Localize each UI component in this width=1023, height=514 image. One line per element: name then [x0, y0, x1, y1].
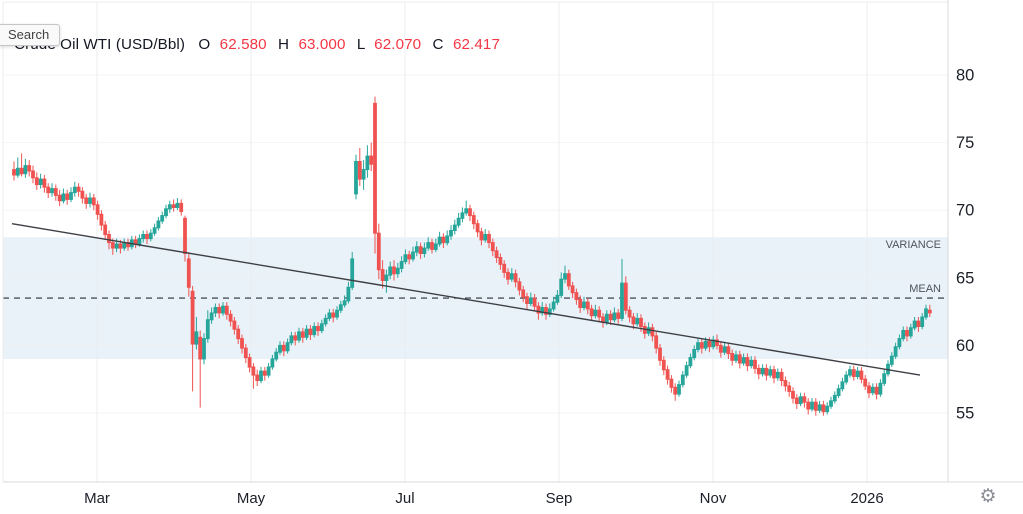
low-value: 62.070	[374, 36, 422, 53]
open-value: 62.580	[219, 36, 267, 53]
price-axis-label: 55	[956, 405, 974, 423]
search-tooltip: Search	[0, 24, 61, 46]
grid	[3, 2, 948, 482]
price-axis-label: 75	[956, 134, 974, 152]
trend-line[interactable]	[11, 223, 921, 376]
high-label: H	[278, 36, 290, 53]
price-axis-label: 65	[956, 269, 974, 287]
band-labels: VARIANCE MEAN	[886, 239, 941, 295]
settings-gear-icon[interactable]: ⚙	[979, 485, 997, 507]
time-axis-label: May	[237, 490, 266, 507]
high-value: 63.000	[298, 36, 346, 53]
price-axis[interactable]: 55 60 65 70 75 80	[956, 67, 974, 423]
time-axis-label: Jul	[395, 490, 414, 507]
low-label: L	[356, 36, 365, 53]
mean-label: MEAN	[909, 283, 941, 295]
close-label: C	[432, 36, 444, 53]
time-axis-label: Mar	[84, 490, 110, 507]
candles-up	[15, 145, 928, 415]
time-axis[interactable]: Mar May Jul Sep Nov 2026	[84, 490, 884, 507]
price-axis-label: 70	[956, 202, 974, 220]
chart-borders	[2, 0, 1023, 483]
open-label: O	[198, 36, 211, 53]
search-tooltip-label: Search	[8, 27, 50, 42]
price-axis-label: 80	[956, 67, 974, 85]
time-axis-label: Nov	[700, 490, 727, 507]
time-axis-label: Sep	[546, 490, 573, 507]
price-axis-label: 60	[956, 337, 974, 355]
candles-down	[12, 96, 932, 416]
variance-label: VARIANCE	[886, 239, 941, 251]
time-axis-label: 2026	[850, 490, 883, 507]
close-value: 62.417	[452, 36, 501, 53]
symbol-legend[interactable]: Crude Oil WTI (USD/Bbl) O 62.580 H 63.00…	[14, 36, 500, 53]
